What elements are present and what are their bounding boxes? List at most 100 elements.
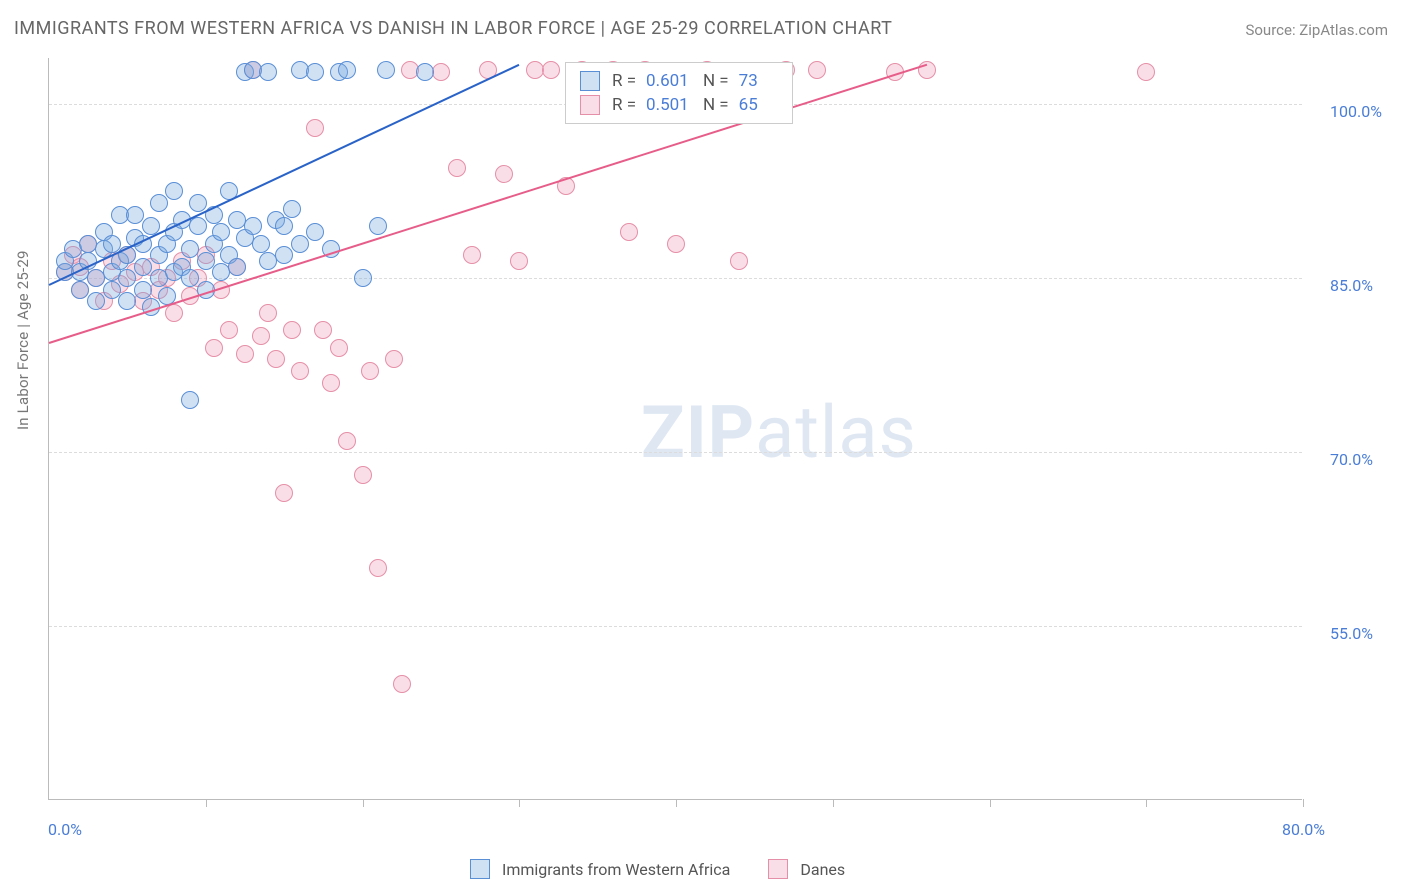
- data-point: [275, 484, 293, 502]
- data-point: [275, 217, 293, 235]
- x-tick: [519, 799, 520, 807]
- data-point: [306, 119, 324, 137]
- data-point: [495, 165, 513, 183]
- swatch-danes: [580, 95, 600, 115]
- data-point: [150, 194, 168, 212]
- x-tick: [1146, 799, 1147, 807]
- data-point: [118, 269, 136, 287]
- data-point: [1137, 63, 1155, 81]
- y-axis-title: In Labor Force | Age 25-29: [14, 250, 32, 430]
- data-point: [448, 159, 466, 177]
- data-point: [205, 339, 223, 357]
- watermark-zip: ZIP: [641, 390, 755, 475]
- data-point: [275, 246, 293, 264]
- r-value-wafrica: 0.601: [646, 71, 689, 91]
- swatch-wafrica: [580, 71, 600, 91]
- watermark-atlas: atlas: [755, 390, 917, 475]
- r-value-danes: 0.501: [646, 95, 689, 115]
- source-label: Source: ZipAtlas.com: [1245, 21, 1388, 39]
- n-label: N =: [699, 95, 729, 115]
- data-point: [667, 235, 685, 253]
- legend-label-wafrica: Immigrants from Western Africa: [502, 860, 730, 879]
- x-tick: [990, 799, 991, 807]
- data-point: [126, 206, 144, 224]
- legend-row-danes: R = 0.501 N = 65: [566, 93, 792, 117]
- data-point: [322, 374, 340, 392]
- data-point: [189, 217, 207, 235]
- x-tick: [363, 799, 364, 807]
- chart-container: IMMIGRANTS FROM WESTERN AFRICA VS DANISH…: [0, 0, 1406, 892]
- y-tick-label: 100.0%: [1330, 102, 1382, 121]
- data-point: [252, 235, 270, 253]
- x-axis-max-label: 80.0%: [1282, 820, 1325, 839]
- n-value-danes: 65: [739, 95, 758, 115]
- data-point: [165, 304, 183, 322]
- data-point: [181, 391, 199, 409]
- data-point: [369, 217, 387, 235]
- n-label: N =: [699, 71, 729, 91]
- gridline: [49, 626, 1302, 627]
- data-point: [620, 223, 638, 241]
- plot-area: ZIPatlas: [48, 58, 1302, 800]
- chart-title: IMMIGRANTS FROM WESTERN AFRICA VS DANISH…: [14, 18, 892, 39]
- data-point: [252, 327, 270, 345]
- data-point: [361, 362, 379, 380]
- legend-item-danes: Danes: [768, 859, 845, 879]
- trend-line: [49, 64, 927, 344]
- data-point: [354, 269, 372, 287]
- data-point: [244, 217, 262, 235]
- data-point: [283, 200, 301, 218]
- data-point: [189, 194, 207, 212]
- data-point: [134, 258, 152, 276]
- series-legend: Immigrants from Western Africa Danes: [470, 859, 845, 879]
- data-point: [71, 281, 89, 299]
- gridline: [49, 452, 1302, 453]
- data-point: [542, 61, 560, 79]
- data-point: [291, 362, 309, 380]
- data-point: [463, 246, 481, 264]
- data-point: [377, 61, 395, 79]
- correlation-legend: R = 0.601 N = 73 R = 0.501 N = 65: [565, 62, 793, 124]
- legend-row-wafrica: R = 0.601 N = 73: [566, 69, 792, 93]
- data-point: [236, 345, 254, 363]
- watermark: ZIPatlas: [641, 390, 917, 475]
- data-point: [165, 182, 183, 200]
- swatch-danes: [768, 859, 788, 879]
- legend-item-wafrica: Immigrants from Western Africa: [470, 859, 730, 879]
- data-point: [134, 281, 152, 299]
- data-point: [808, 61, 826, 79]
- x-axis-min-label: 0.0%: [48, 820, 82, 839]
- data-point: [369, 559, 387, 577]
- x-tick: [206, 799, 207, 807]
- gridline: [49, 278, 1302, 279]
- data-point: [212, 223, 230, 241]
- data-point: [330, 339, 348, 357]
- data-point: [416, 63, 434, 81]
- data-point: [306, 63, 324, 81]
- y-tick-label: 85.0%: [1330, 276, 1373, 295]
- data-point: [259, 304, 277, 322]
- data-point: [338, 432, 356, 450]
- data-point: [306, 223, 324, 241]
- data-point: [385, 350, 403, 368]
- data-point: [220, 321, 238, 339]
- data-point: [730, 252, 748, 270]
- data-point: [103, 235, 121, 253]
- r-label: R =: [612, 95, 636, 115]
- data-point: [259, 63, 277, 81]
- legend-label-danes: Danes: [800, 860, 845, 879]
- data-point: [118, 292, 136, 310]
- y-tick-label: 55.0%: [1330, 624, 1373, 643]
- data-point: [228, 258, 246, 276]
- data-point: [432, 63, 450, 81]
- n-value-wafrica: 73: [739, 71, 758, 91]
- data-point: [338, 61, 356, 79]
- data-point: [291, 235, 309, 253]
- x-tick: [1303, 799, 1304, 807]
- swatch-wafrica: [470, 859, 490, 879]
- y-tick-label: 70.0%: [1330, 450, 1373, 469]
- data-point: [354, 466, 372, 484]
- x-tick: [833, 799, 834, 807]
- data-point: [918, 61, 936, 79]
- data-point: [510, 252, 528, 270]
